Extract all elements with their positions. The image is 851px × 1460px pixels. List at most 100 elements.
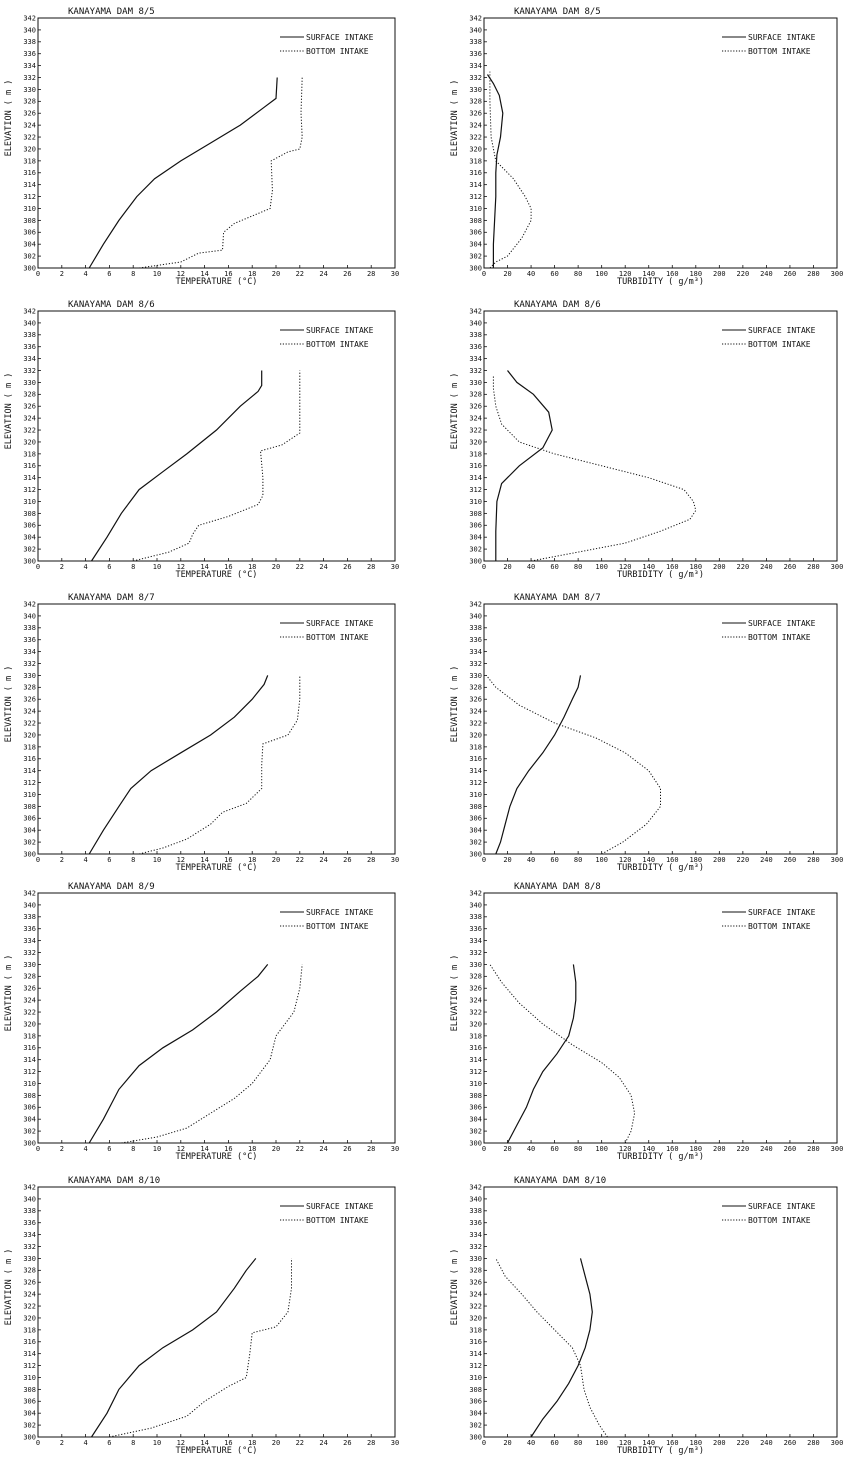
chart-panel-6: 300 302 304 306 308 310 312 314 316 318 320 322 324 3…	[450, 593, 843, 873]
x-tick-label: 12	[177, 270, 185, 278]
x-tick-label: 30	[391, 1145, 399, 1153]
series-line-surface-intake	[506, 964, 577, 1144]
y-tick-label: 324	[469, 708, 482, 716]
y-tick-label: 332	[469, 949, 482, 957]
x-tick-label: 16	[224, 270, 232, 278]
x-tick-label: 60	[550, 563, 558, 571]
y-tick-label: 308	[23, 803, 36, 811]
y-tick-label: 314	[23, 1350, 36, 1358]
x-tick-label: 0	[36, 563, 40, 571]
y-tick-label: 322	[469, 133, 482, 141]
y-axis-label: ELEVATION ( m )	[450, 666, 460, 743]
y-tick-label: 316	[23, 169, 36, 177]
chart-panel-5: 3003023043063083103123143163183203223243…	[4, 593, 399, 873]
y-tick-label: 310	[23, 1374, 36, 1382]
x-tick-label: 30	[391, 270, 399, 278]
y-tick-label: 310	[469, 791, 482, 799]
x-axis-label: TURBIDITY ( g/m³)	[617, 277, 704, 287]
series-line-bottom-intake	[492, 376, 697, 562]
x-tick-label: 12	[177, 563, 185, 571]
y-tick-label: 334	[469, 62, 482, 70]
series-line-bottom-intake	[486, 675, 661, 855]
x-tick-label: 280	[807, 856, 820, 864]
x-tick-label: 160	[666, 1439, 679, 1447]
x-tick-label: 26	[343, 563, 351, 571]
y-tick-label: 302	[23, 1421, 36, 1429]
x-tick-label: 30	[391, 1439, 399, 1447]
legend-label-bottom: BOTTOM INTAKE	[748, 922, 811, 931]
x-tick-label: 4	[83, 270, 87, 278]
chart-title: KANAYAMA DAM 8/7	[514, 593, 601, 603]
y-tick-label: 338	[23, 624, 36, 632]
y-tick-label: 300	[23, 264, 36, 272]
y-tick-label: 330	[469, 672, 482, 680]
y-tick-label: 312	[23, 1068, 36, 1076]
x-tick-label: 0	[482, 270, 486, 278]
y-tick-label: 330	[23, 672, 36, 680]
x-tick-label: 280	[807, 1439, 820, 1447]
y-tick-label: 340	[469, 26, 482, 34]
x-tick-label: 26	[343, 1439, 351, 1447]
x-axis-label: TEMPERATURE (°C)	[176, 570, 258, 580]
x-tick-label: 200	[713, 1439, 726, 1447]
y-tick-label: 320	[23, 438, 36, 446]
y-tick-label: 332	[23, 367, 36, 375]
x-tick-label: 16	[224, 1439, 232, 1447]
y-tick-label: 334	[469, 355, 482, 363]
x-tick-label: 300	[831, 1439, 844, 1447]
y-tick-label: 338	[469, 331, 482, 339]
legend-label-surface: SURFACE INTAKE	[306, 1202, 374, 1211]
y-tick-label: 308	[23, 1386, 36, 1394]
x-tick-label: 240	[760, 270, 773, 278]
y-tick-label: 340	[23, 901, 36, 909]
x-tick-label: 40	[527, 1145, 535, 1153]
y-tick-label: 314	[469, 474, 482, 482]
x-tick-label: 8	[131, 563, 135, 571]
y-tick-label: 300	[23, 850, 36, 858]
x-tick-label: 100	[595, 270, 608, 278]
legend-label-surface: SURFACE INTAKE	[306, 326, 374, 335]
x-tick-label: 240	[760, 1145, 773, 1153]
x-tick-label: 200	[713, 856, 726, 864]
y-tick-label: 310	[23, 205, 36, 213]
y-tick-label: 304	[23, 827, 36, 835]
x-tick-label: 28	[367, 856, 375, 864]
x-tick-label: 200	[713, 1145, 726, 1153]
y-tick-label: 300	[469, 850, 482, 858]
x-tick-label: 300	[831, 856, 844, 864]
x-tick-label: 28	[367, 270, 375, 278]
y-tick-label: 300	[23, 557, 36, 565]
y-tick-label: 314	[23, 767, 36, 775]
y-tick-label: 314	[23, 474, 36, 482]
plot-frame	[483, 1186, 838, 1438]
y-tick-label: 318	[23, 157, 36, 165]
x-tick-label: 260	[784, 563, 797, 571]
series-line-bottom-intake	[138, 675, 301, 855]
y-tick-label: 308	[469, 1386, 482, 1394]
y-tick-label: 318	[469, 157, 482, 165]
legend-label-bottom: BOTTOM INTAKE	[306, 47, 369, 56]
x-tick-label: 220	[737, 1439, 750, 1447]
y-tick-label: 340	[23, 612, 36, 620]
y-tick-label: 308	[469, 510, 482, 518]
x-tick-label: 24	[319, 270, 327, 278]
y-tick-label: 314	[23, 181, 36, 189]
x-tick-label: 16	[224, 1145, 232, 1153]
y-tick-label: 318	[23, 1326, 36, 1334]
x-tick-label: 0	[482, 1439, 486, 1447]
y-axis-label: ELEVATION ( m )	[450, 80, 460, 157]
y-tick-label: 342	[23, 889, 36, 897]
y-tick-label: 328	[469, 391, 482, 399]
legend-label-surface: SURFACE INTAKE	[306, 908, 374, 917]
x-tick-label: 240	[760, 563, 773, 571]
y-tick-label: 306	[469, 1398, 482, 1406]
y-tick-label: 324	[23, 122, 36, 130]
y-tick-label: 336	[469, 1219, 482, 1227]
y-tick-label: 330	[23, 86, 36, 94]
y-tick-label: 324	[469, 122, 482, 130]
y-tick-label: 302	[469, 545, 482, 553]
y-tick-label: 302	[469, 1421, 482, 1429]
y-tick-label: 332	[23, 660, 36, 668]
y-tick-label: 336	[23, 1219, 36, 1227]
x-tick-label: 18	[248, 856, 256, 864]
